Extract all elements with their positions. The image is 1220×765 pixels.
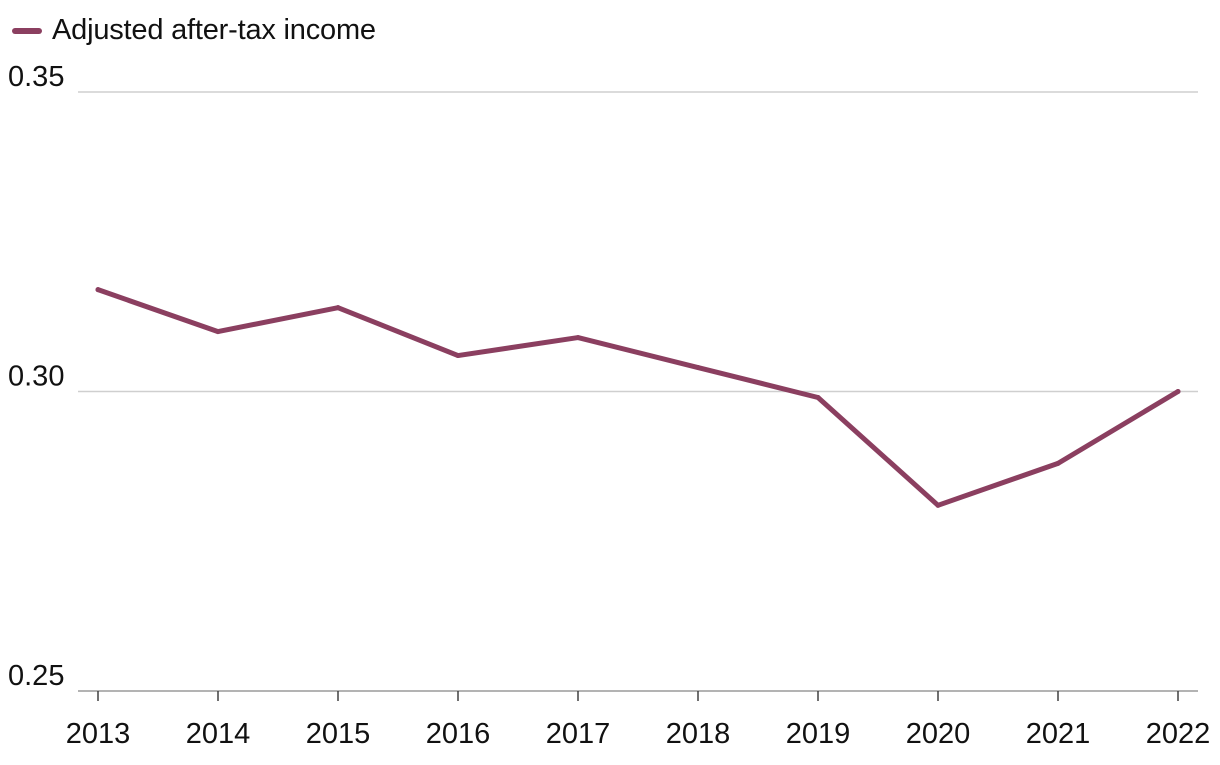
y-tick-label-0.25: 0.25 — [8, 660, 64, 692]
legend-label: Adjusted after-tax income — [52, 14, 376, 46]
x-tick-label-2013: 2013 — [66, 718, 131, 750]
data-point-2020 — [935, 502, 941, 508]
x-tick-label-2020: 2020 — [906, 718, 971, 750]
data-point-2013 — [95, 287, 101, 293]
legend: Adjusted after-tax income — [12, 14, 376, 47]
x-tick-label-2022: 2022 — [1146, 718, 1211, 750]
x-tick-label-2015: 2015 — [306, 718, 371, 750]
data-point-2018 — [695, 365, 701, 371]
x-tick-label-2019: 2019 — [786, 718, 851, 750]
data-point-2014 — [215, 329, 221, 335]
x-tick-label-2018: 2018 — [666, 718, 731, 750]
data-point-2019 — [815, 394, 821, 400]
x-tick-label-2021: 2021 — [1026, 718, 1091, 750]
series-line-0 — [95, 287, 1181, 508]
y-tick-label-0.35: 0.35 — [8, 61, 64, 93]
y-tick-label-0.30: 0.30 — [8, 361, 64, 393]
x-tick-label-2017: 2017 — [546, 718, 611, 750]
legend-swatch-adjusted-after-tax-income — [12, 27, 42, 34]
x-tick-label-2014: 2014 — [186, 718, 251, 750]
data-point-2022 — [1175, 389, 1181, 394]
data-point-2016 — [455, 353, 461, 359]
data-point-2015 — [335, 305, 341, 311]
data-point-2021 — [1055, 460, 1061, 466]
data-point-2017 — [575, 335, 581, 341]
x-tick-label-2016: 2016 — [426, 718, 491, 750]
